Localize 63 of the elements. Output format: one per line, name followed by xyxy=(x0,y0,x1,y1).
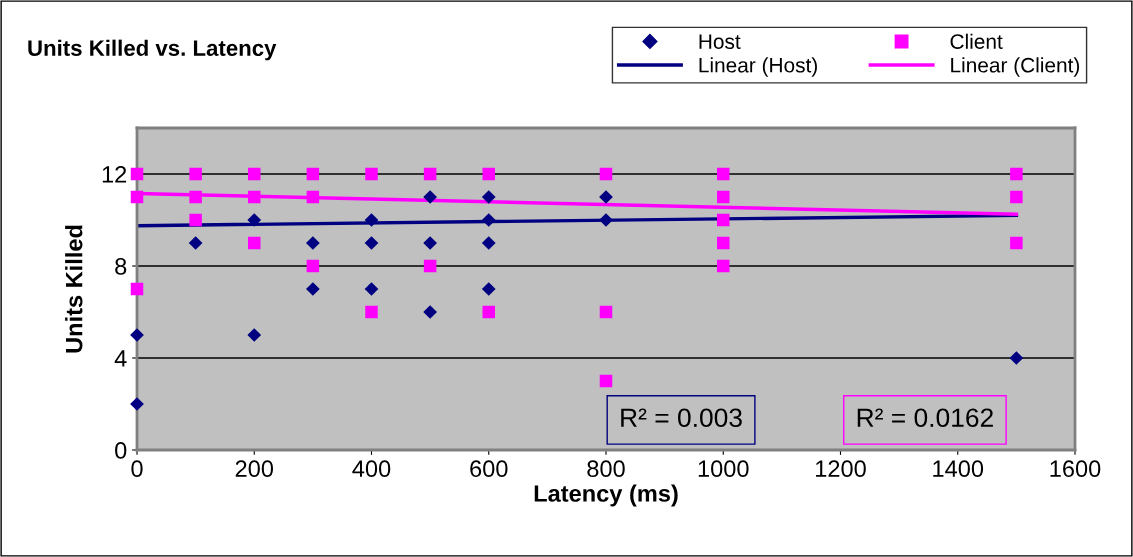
y-tick-label: 4 xyxy=(114,350,127,367)
y-tick-label: 12 xyxy=(102,166,127,183)
y-axis-title: Units Killed xyxy=(65,225,83,353)
point xyxy=(248,190,261,204)
point xyxy=(130,190,144,204)
point xyxy=(306,190,320,204)
point xyxy=(481,190,496,204)
point xyxy=(130,167,144,181)
x-tick-label: 1600 xyxy=(1050,460,1101,478)
point xyxy=(423,190,437,204)
annotation: R² = 0.0162 xyxy=(857,408,993,428)
point xyxy=(423,167,437,181)
x-axis-title: Latency (ms) xyxy=(534,484,678,507)
point xyxy=(248,236,261,250)
point xyxy=(481,282,496,296)
point xyxy=(248,167,261,181)
point xyxy=(717,190,730,204)
point xyxy=(365,167,378,181)
point xyxy=(306,259,320,273)
point xyxy=(364,236,379,250)
point xyxy=(482,305,495,319)
legend-label: Host xyxy=(699,34,741,49)
y-tick-label: 0 xyxy=(115,442,127,459)
point xyxy=(717,259,730,273)
point xyxy=(599,374,613,388)
x-tick-label: 400 xyxy=(352,460,391,478)
x-tick-label: 0 xyxy=(131,460,143,478)
point xyxy=(364,282,379,296)
point xyxy=(482,167,495,181)
point xyxy=(130,282,144,296)
point xyxy=(189,213,202,227)
point xyxy=(247,213,262,227)
point xyxy=(481,236,496,250)
point xyxy=(1010,236,1023,250)
point xyxy=(306,167,320,181)
legend-label: Linear (Client) xyxy=(951,57,1080,77)
point xyxy=(717,213,730,227)
x-tick-label: 1400 xyxy=(933,460,984,478)
x-tick-label: 600 xyxy=(470,460,508,478)
chart-title: Units Killed vs. Latency xyxy=(28,39,277,61)
x-tick-label: 800 xyxy=(587,460,625,478)
point xyxy=(481,213,496,227)
x-tick-label: 1200 xyxy=(816,460,866,478)
point xyxy=(189,167,202,181)
point xyxy=(717,236,730,250)
point xyxy=(599,305,613,319)
legend-label: Linear (Host) xyxy=(699,57,817,77)
point xyxy=(188,236,203,250)
point xyxy=(423,259,437,273)
x-tick-label: 200 xyxy=(235,460,274,478)
x-tick-label: 1000 xyxy=(698,460,749,478)
point xyxy=(599,167,613,181)
point xyxy=(364,213,379,227)
point xyxy=(717,167,730,181)
y-tick-label: 8 xyxy=(115,258,127,275)
point xyxy=(365,305,378,319)
point xyxy=(1009,351,1024,365)
point xyxy=(189,190,202,204)
annotation: R² = 0.003 xyxy=(621,408,742,428)
point xyxy=(1010,190,1023,204)
point xyxy=(1010,167,1023,181)
legend-label: Client xyxy=(950,33,1003,49)
point xyxy=(247,328,262,342)
